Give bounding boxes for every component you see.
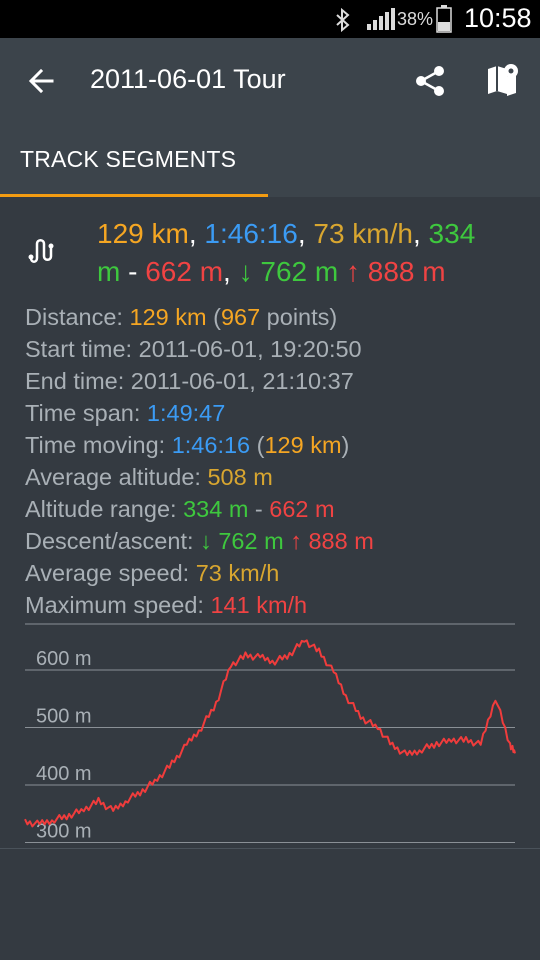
detail-label: End time: <box>25 368 131 394</box>
chart-tick-label: 600 m <box>36 648 92 670</box>
detail-average-speed: Average speed: 73 km/h <box>25 560 525 592</box>
detail-value: 2011-06-01, 19:20:50 <box>138 336 362 362</box>
detail-altitude-range: Altitude range: 334 m - 662 m <box>25 496 525 528</box>
summary-distance: 129 km <box>97 218 189 249</box>
app-toolbar: 2011-06-01 Tour <box>0 38 540 124</box>
detail-maximum-speed: Maximum speed: 141 km/h <box>25 592 525 624</box>
detail-points-suffix: points) <box>260 304 338 330</box>
detail-alt-min: 334 m <box>183 496 249 522</box>
detail-label: Average speed: <box>25 560 196 586</box>
summary-descent: ↓ 762 m <box>238 256 339 287</box>
signal-icon <box>367 8 395 30</box>
chart-tick-label: 400 m <box>36 763 92 785</box>
detail-value: 141 km/h <box>210 592 308 618</box>
chart-tick-label: 300 m <box>36 821 92 843</box>
detail-points-count: 967 <box>220 304 261 330</box>
bottom-divider <box>0 848 540 849</box>
summary-avg-speed: 73 km/h <box>313 218 413 249</box>
detail-time-moving: Time moving: 1:46:16 (129 km) <box>25 432 525 464</box>
detail-punct: ( <box>206 304 221 330</box>
detail-label: Start time: <box>25 336 139 362</box>
detail-descent-ascent: Descent/ascent: ↓ 762 m ↑ 888 m <box>25 528 525 560</box>
detail-distance: Distance: 129 km (967 points) <box>25 304 525 336</box>
summary-min-alt: 334 <box>428 218 476 249</box>
summary-ascent: ↑ 888 m <box>346 256 446 287</box>
tab-label: TRACK SEGMENTS <box>20 146 237 172</box>
detail-ascent: ↑ 888 m <box>290 528 374 554</box>
detail-value: 73 km/h <box>195 560 280 586</box>
detail-label: Time moving: <box>25 432 172 458</box>
detail-value: 2011-06-01, 21:10:37 <box>130 368 354 394</box>
detail-start-time: Start time: 2011-06-01, 19:20:50 <box>25 336 525 368</box>
altitude-series-line <box>24 639 516 828</box>
detail-value: 1:49:47 <box>146 400 226 426</box>
detail-label: Maximum speed: <box>25 592 211 618</box>
detail-punct: ) <box>341 432 350 458</box>
detail-label: Average altitude: <box>25 464 208 490</box>
detail-label: Descent/ascent: <box>25 528 201 554</box>
segment-summary[interactable]: 129 km, 1:46:16, 73 km/h, 334 m - 662 m,… <box>0 212 540 302</box>
summary-max-alt: 662 m <box>145 256 224 287</box>
detail-label: Time span: <box>25 400 147 426</box>
detail-label: Altitude range: <box>25 496 184 522</box>
status-time: 10:58 <box>464 3 532 33</box>
detail-average-altitude: Average altitude: 508 m <box>25 464 525 496</box>
detail-value: 129 km <box>129 304 207 330</box>
summary-line-2: m - 662 m, ↓ 762 m ↑ 888 m <box>97 256 446 287</box>
map-pin-icon[interactable] <box>486 63 520 97</box>
status-bar: 38% 10:58 <box>0 0 540 38</box>
chart-tick-label: 500 m <box>36 706 92 728</box>
chart-grid: 600 m 500 m 400 m 300 m <box>25 648 515 843</box>
detail-alt-max: 662 m <box>269 496 335 522</box>
arrow-back-icon[interactable] <box>26 65 58 97</box>
detail-label: Distance: <box>25 304 130 330</box>
detail-time-span: Time span: 1:49:47 <box>25 400 525 432</box>
detail-value: 508 m <box>207 464 273 490</box>
detail-descent: ↓ 762 m <box>200 528 284 554</box>
page-title: 2011-06-01 Tour <box>90 64 286 94</box>
tab-indicator <box>0 194 268 197</box>
detail-moving-distance: 129 km <box>264 432 342 458</box>
detail-end-time: End time: 2011-06-01, 21:10:37 <box>25 368 525 400</box>
altitude-chart[interactable]: 600 m 500 m 400 m 300 m <box>0 614 540 854</box>
battery-percent: 38% <box>397 9 434 29</box>
summary-min-alt-unit: m <box>97 256 121 287</box>
tab-track-segments[interactable]: TRACK SEGMENTS <box>0 124 268 197</box>
detail-punct: ( <box>250 432 265 458</box>
tab-bar: TRACK SEGMENTS <box>0 124 540 197</box>
segment-details: Distance: 129 km (967 points) Start time… <box>25 304 525 624</box>
summary-line-1: 129 km, 1:46:16, 73 km/h, 334 <box>97 218 476 249</box>
bluetooth-icon <box>336 8 350 32</box>
detail-punct: - <box>248 496 270 522</box>
battery-icon <box>436 5 452 33</box>
detail-value: 1:46:16 <box>171 432 251 458</box>
summary-moving-time: 1:46:16 <box>204 218 298 249</box>
chart-series <box>24 639 516 828</box>
route-icon <box>28 239 54 263</box>
share-icon[interactable] <box>414 64 446 98</box>
